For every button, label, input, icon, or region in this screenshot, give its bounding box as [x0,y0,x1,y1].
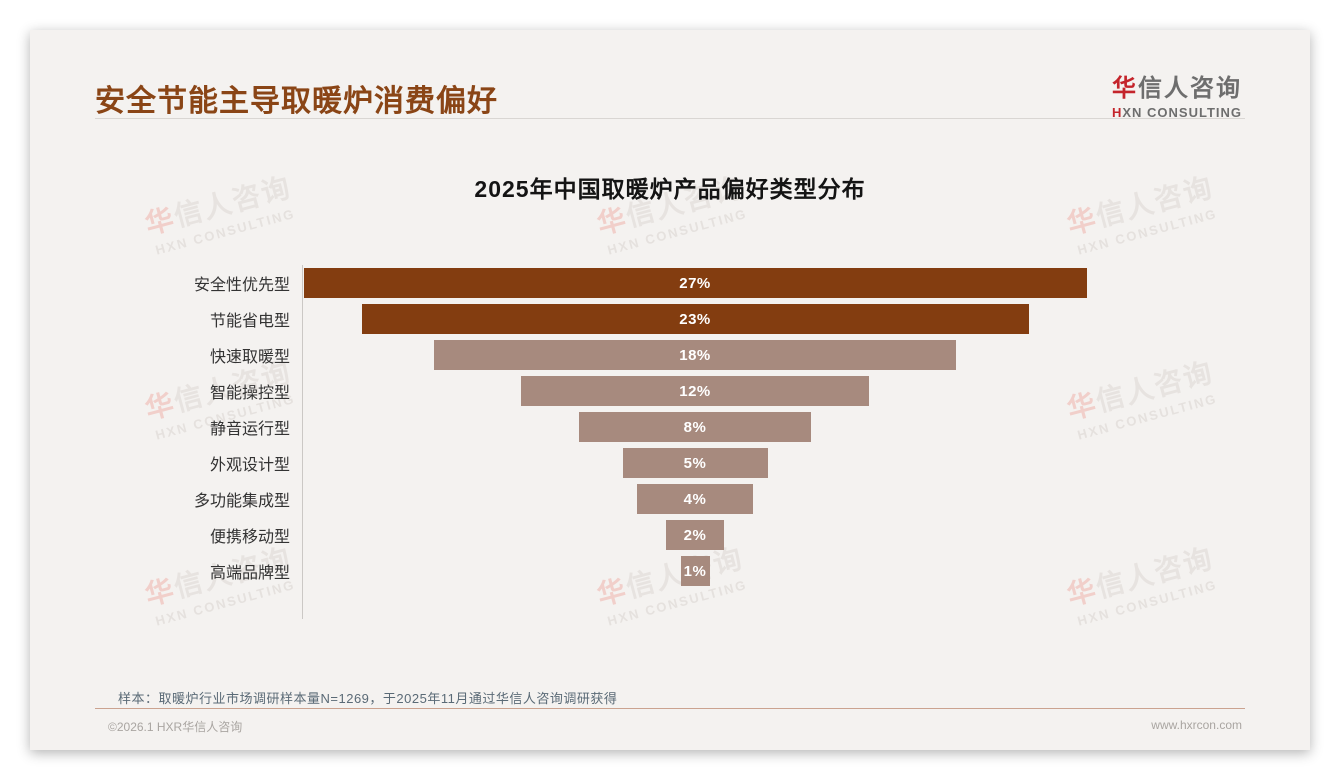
chart-row: 快速取暖型 18% [30,337,1310,373]
chart-row: 高端品牌型 1% [30,553,1310,589]
category-label: 便携移动型 [209,529,290,546]
watermark-subtitle: HXN CONSULTING [605,205,749,258]
category-label: 多功能集成型 [193,493,290,510]
category-label: 高端品牌型 [209,565,290,582]
bar-value-label: 12% [679,382,711,400]
funnel-bar: 18% [434,340,956,370]
category-label: 智能操控型 [209,385,290,402]
chart-row: 外观设计型 5% [30,445,1310,481]
bar-value-label: 5% [683,454,707,472]
bar-value-label: 4% [683,490,707,508]
bar-value-label: 27% [679,274,711,292]
logo-first-char: 华 [1112,75,1138,102]
bar-area: 8% [302,409,1310,445]
funnel-chart: 安全性优先型 27% 节能省电型 23% 快速取暖型 18% 智能操控型 12% 静音运行型 8%… [30,265,1310,619]
footer: ©2026.1 HXR华信人咨询 www.hxrcon.com [108,718,1242,735]
funnel-bar: 1% [680,556,710,586]
chart-row: 智能操控型 12% [30,373,1310,409]
category-label: 外观设计型 [209,457,290,474]
watermark-first-char: 华 [1063,202,1101,241]
copyright-text: ©2026.1 HXR华信人咨询 [108,720,243,734]
chart-row: 多功能集成型 4% [30,481,1310,517]
logo-sub-rest: XN CONSULTING [1122,105,1242,120]
bar-area: 18% [302,337,1310,373]
category-label: 节能省电型 [209,313,290,330]
logo-rest-chars: 信人咨询 [1138,75,1242,102]
funnel-bar: 2% [666,520,724,550]
chart-title: 2025年中国取暖炉产品偏好类型分布 [474,176,866,202]
chart-row: 节能省电型 23% [30,301,1310,337]
bar-value-label: 2% [683,526,707,544]
bar-value-label: 18% [679,346,711,364]
funnel-bar: 8% [579,412,811,442]
bar-value-label: 1% [683,562,707,580]
funnel-bar: 23% [361,304,1029,334]
funnel-bar: 27% [303,268,1087,298]
slide-card: 华信人咨询 HXN CONSULTING 华信人咨询 HXN CONSULTING 华信… [30,30,1310,750]
logo-subtitle: HXN CONSULTING [1112,105,1242,120]
chart-row: 便携移动型 2% [30,517,1310,553]
page-title: 安全节能主导取暖炉消费偏好 [95,85,498,118]
bar-area: 4% [302,481,1310,517]
funnel-bar: 5% [622,448,768,478]
bar-area: 2% [302,517,1310,553]
watermark-subtitle: HXN CONSULTING [153,205,297,258]
chart-row: 安全性优先型 27% [30,265,1310,301]
funnel-bar: 12% [521,376,869,406]
logo-sub-first-char: H [1111,105,1123,120]
header-divider [95,118,1245,119]
watermark-first-char: 华 [593,202,631,241]
watermark-subtitle: HXN CONSULTING [1075,205,1219,258]
funnel-bar: 4% [637,484,753,514]
bar-value-label: 8% [683,418,707,436]
website-link[interactable]: www.hxrcon.com [1151,718,1242,732]
category-label: 静音运行型 [209,421,290,438]
bar-area: 5% [302,445,1310,481]
axis-tail-line [302,589,1310,619]
bar-area: 23% [302,301,1310,337]
category-label: 安全性优先型 [193,277,290,294]
watermark-first-char: 华 [141,202,179,241]
axis-tail [30,589,1310,619]
bar-area: 27% [302,265,1310,301]
logo-brand-text: 华信人咨询 [1112,68,1242,103]
sample-note: 样本：取暖炉行业市场调研样本量N=1269，于2025年11月通过华信人咨询调研… [118,691,618,706]
bar-area: 12% [302,373,1310,409]
chart-row: 静音运行型 8% [30,409,1310,445]
footer-divider [95,708,1245,709]
brand-logo: 华信人咨询 HXN CONSULTING [1112,68,1242,120]
category-label: 快速取暖型 [209,349,290,366]
bar-value-label: 23% [679,310,711,328]
bar-area: 1% [302,553,1310,589]
